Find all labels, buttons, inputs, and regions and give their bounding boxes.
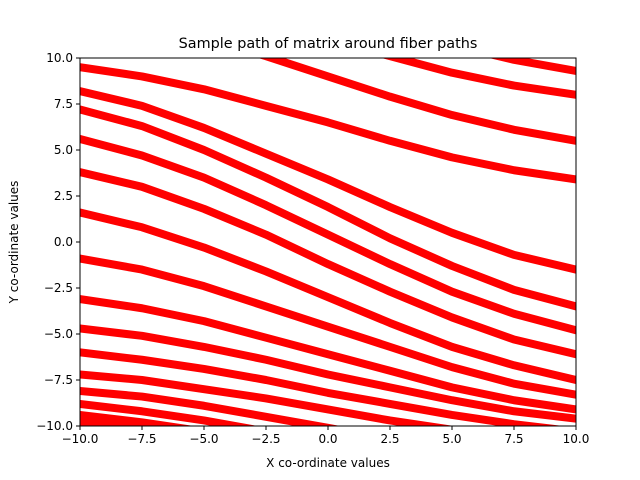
fiber-path [80, 63, 576, 184]
fiber-path [80, 348, 564, 426]
fiber-path [80, 324, 576, 423]
fiber-path [80, 295, 576, 414]
x-tick-label: 10.0 [563, 432, 590, 446]
x-tick-label: −2.5 [251, 432, 280, 446]
y-tick-label: −10.0 [36, 419, 73, 433]
y-tick-label: 0.0 [54, 235, 73, 249]
fiber-path [80, 134, 576, 335]
y-axis-label: Y co-ordinate values [7, 181, 21, 305]
y-tick-label: −7.5 [44, 373, 73, 387]
x-tick-label: 5.0 [442, 432, 461, 446]
chart-title: Sample path of matrix around fiber paths [179, 36, 478, 52]
x-tick-label: 2.5 [380, 432, 399, 446]
x-tick-label: 0.0 [318, 432, 337, 446]
fiber-path [80, 87, 576, 274]
fiber-path [80, 370, 455, 426]
x-tick-label: −7.5 [127, 432, 156, 446]
plot-lines [80, 58, 576, 426]
fiber-path [80, 387, 341, 426]
x-tick-label: −5.0 [189, 432, 218, 446]
y-tick-label: −2.5 [44, 281, 73, 295]
y-tick-label: 5.0 [54, 143, 73, 157]
fiber-path [80, 168, 576, 359]
fiber-path [80, 105, 576, 311]
fiber-path [80, 208, 576, 384]
fiber-path [80, 410, 195, 426]
fiber-path [258, 58, 576, 145]
fiber-path [381, 58, 576, 99]
y-tick-label: 2.5 [54, 189, 73, 203]
y-tick-label: −5.0 [44, 327, 73, 341]
fiber-path [80, 254, 576, 399]
x-axis-label: X co-ordinate values [266, 456, 390, 470]
y-tick-label: 10.0 [46, 51, 73, 65]
fiber-path [80, 418, 157, 426]
x-tick-label: 7.5 [504, 432, 523, 446]
y-tick-label: 7.5 [54, 97, 73, 111]
x-tick-label: −10.0 [62, 432, 99, 446]
fiber-path [80, 399, 258, 426]
